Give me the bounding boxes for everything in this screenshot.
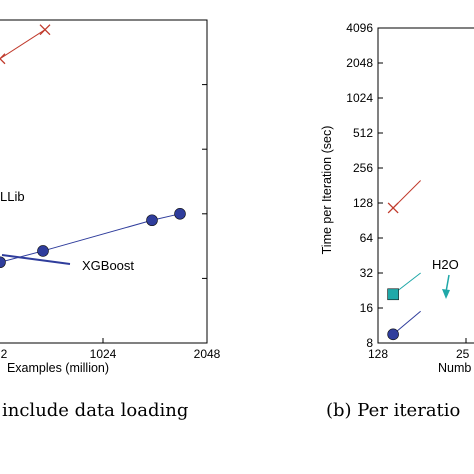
right-series-2-point-0-circle-marker	[387, 328, 399, 341]
right-x-axis-label: Numb	[438, 361, 471, 375]
left-plot-frame	[0, 19, 208, 344]
right-series-0-point-0-x-marker	[387, 202, 399, 214]
left-annotation-mllib: LLib	[0, 189, 25, 204]
right-y-tick-label-16: 16	[360, 301, 374, 315]
left-series-0-point-1-x-marker	[39, 24, 51, 36]
left-panel: 2 1024 2048 Examples (million) LLib XGBo…	[0, 19, 221, 421]
left-y-tick-marks	[202, 84, 207, 344]
right-annotation-h2o: H2O	[432, 257, 459, 272]
right-y-axis-label: Time per Iteration (sec)	[320, 126, 334, 255]
right-y-ticks: 8 16 32 64 128 256 512 1024 2048 4096	[346, 21, 383, 350]
right-y-tick-label-4096: 4096	[346, 21, 373, 35]
right-plot-frame	[377, 27, 474, 344]
right-series-1-point-0-square-marker	[387, 288, 399, 301]
left-caption: include data loading	[2, 400, 188, 421]
right-y-tick-label-64: 64	[360, 231, 374, 245]
left-series-1-point-0-circle-marker	[0, 256, 6, 269]
left-series-1-point-3-circle-marker	[174, 208, 186, 220]
right-y-tick-label-1024: 1024	[346, 91, 373, 105]
right-caption: (b) Per iteratio	[326, 400, 460, 421]
right-annotation-h2o-arrowhead	[442, 289, 450, 299]
left-annotation-xgboost: XGBoost	[82, 258, 134, 273]
right-y-tick-label-2048: 2048	[346, 56, 373, 70]
left-series-1-point-2-circle-marker	[146, 214, 158, 227]
right-series-2-line	[392, 310, 421, 335]
right-y-tick-label-128: 128	[353, 196, 373, 210]
left-x-axis-label: Examples (million)	[7, 361, 109, 375]
left-x-tick-label-2048: 2048	[194, 347, 221, 361]
right-series	[387, 180, 421, 341]
left-x-tick-label-1024: 1024	[90, 347, 117, 361]
right-y-tick-label-512: 512	[353, 126, 373, 140]
right-y-tick-label-256: 256	[353, 161, 373, 175]
right-y-tick-label-8: 8	[366, 336, 373, 350]
left-series-1-point-1-circle-marker	[37, 245, 49, 257]
left-series	[0, 24, 186, 269]
left-x-tick-label-2: 2	[1, 347, 8, 361]
right-y-tick-label-32: 32	[360, 266, 374, 280]
left-series-0-line	[0, 29, 46, 60]
left-annotation-xgboost-arrow	[1, 254, 71, 265]
left-series-0-point-0-x-marker	[0, 53, 6, 65]
right-x-tick-label-25: 25	[456, 347, 470, 361]
right-panel: 8 16 32 64 128 256 512 1024 2048 4096 128 25 Numb…	[320, 21, 474, 421]
right-annotation-h2o-arrow-shaft	[445, 274, 450, 293]
right-x-tick-label-128: 128	[368, 347, 388, 361]
